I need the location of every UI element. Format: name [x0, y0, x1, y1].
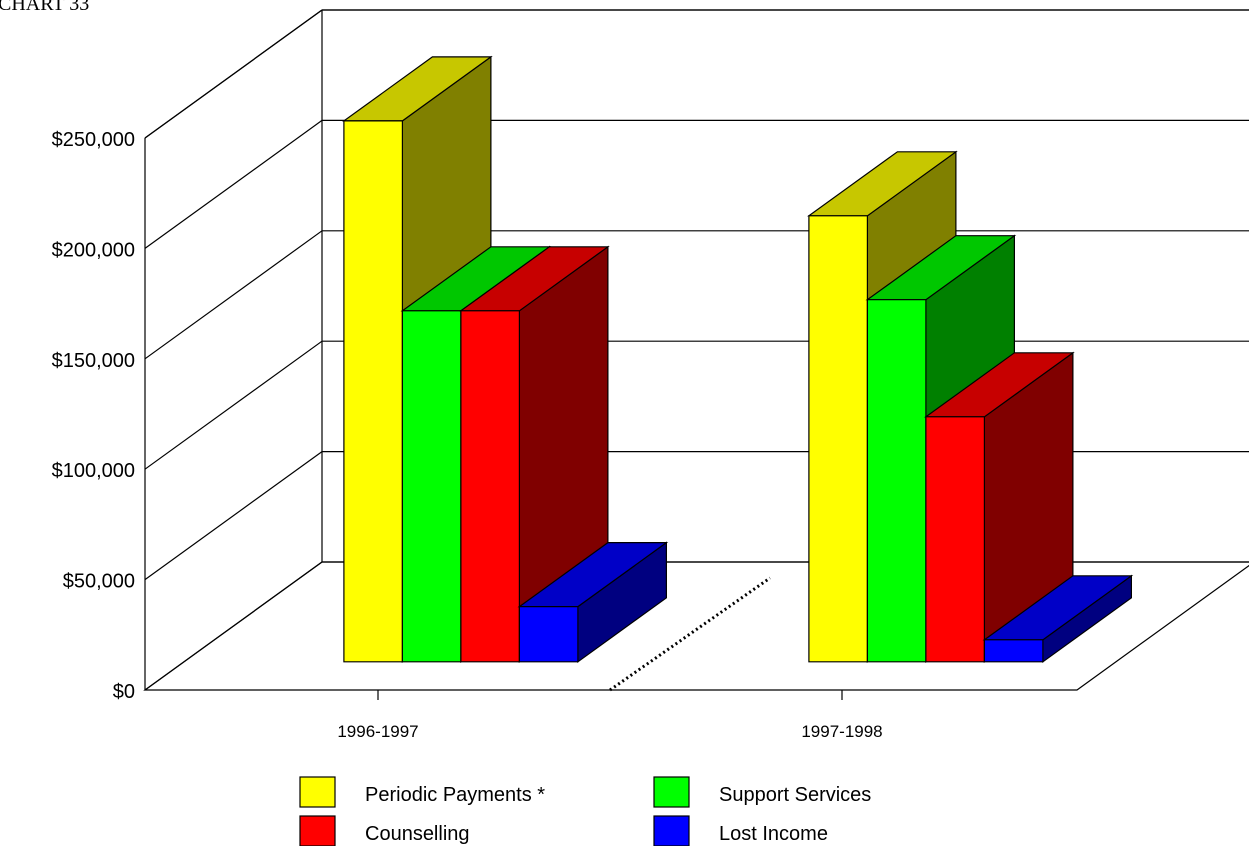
legend-swatch-periodic-payments	[299, 776, 336, 808]
bar-1-3	[982, 574, 1134, 663]
bar-1-3-front	[983, 639, 1044, 663]
bars	[342, 55, 1134, 663]
y-tick-label-3: $150,000	[52, 350, 135, 372]
legend-label-support-services: Support Services	[719, 784, 871, 806]
y-tick-label-5: $250,000	[52, 129, 135, 151]
legend-swatch-support-services	[653, 776, 690, 808]
bar-0-3	[517, 541, 669, 663]
side-gridline-5	[144, 9, 323, 139]
side-gridline-0	[144, 561, 323, 691]
legend-label-counselling: Counselling	[365, 823, 470, 845]
x-axis	[377, 576, 843, 700]
bar-1-1-front	[866, 299, 927, 663]
bar-1-2-front	[925, 416, 986, 663]
bar-0-2-front	[460, 310, 521, 663]
bar-0-0-front	[343, 120, 403, 663]
side-gridline-2	[144, 340, 323, 470]
bar-0-3-front	[518, 605, 579, 663]
bar-1-2	[924, 351, 1075, 663]
category-label-0: 1996-1997	[337, 722, 418, 741]
chart-title: CHART 33	[0, 0, 89, 15]
x-axis-category-labels: 1996-1997 1997-1998	[337, 722, 882, 741]
category-label-1: 1997-1998	[801, 722, 882, 741]
y-tick-label-0: $0	[113, 681, 135, 703]
legend-label-lost-income: Lost Income	[719, 823, 828, 845]
side-gridline-4	[144, 119, 323, 249]
side-gridline-3	[144, 230, 323, 360]
legend-label-periodic-payments: Periodic Payments *	[365, 784, 545, 806]
legend: Periodic Payments * Support Services Cou…	[299, 776, 871, 847]
y-tick-label-1: $50,000	[63, 571, 135, 593]
bar-0-1-front	[401, 310, 462, 663]
y-tick-label-4: $200,000	[52, 239, 135, 261]
y-tick-label-2: $100,000	[52, 460, 135, 482]
legend-swatch-counselling	[299, 815, 336, 847]
legend-swatch-lost-income	[653, 815, 690, 847]
y-axis-tick-labels: $0 $50,000 $100,000 $150,000 $200,000 $2…	[52, 129, 135, 703]
side-gridline-1	[144, 451, 323, 581]
bar-1-0-front	[808, 215, 869, 663]
